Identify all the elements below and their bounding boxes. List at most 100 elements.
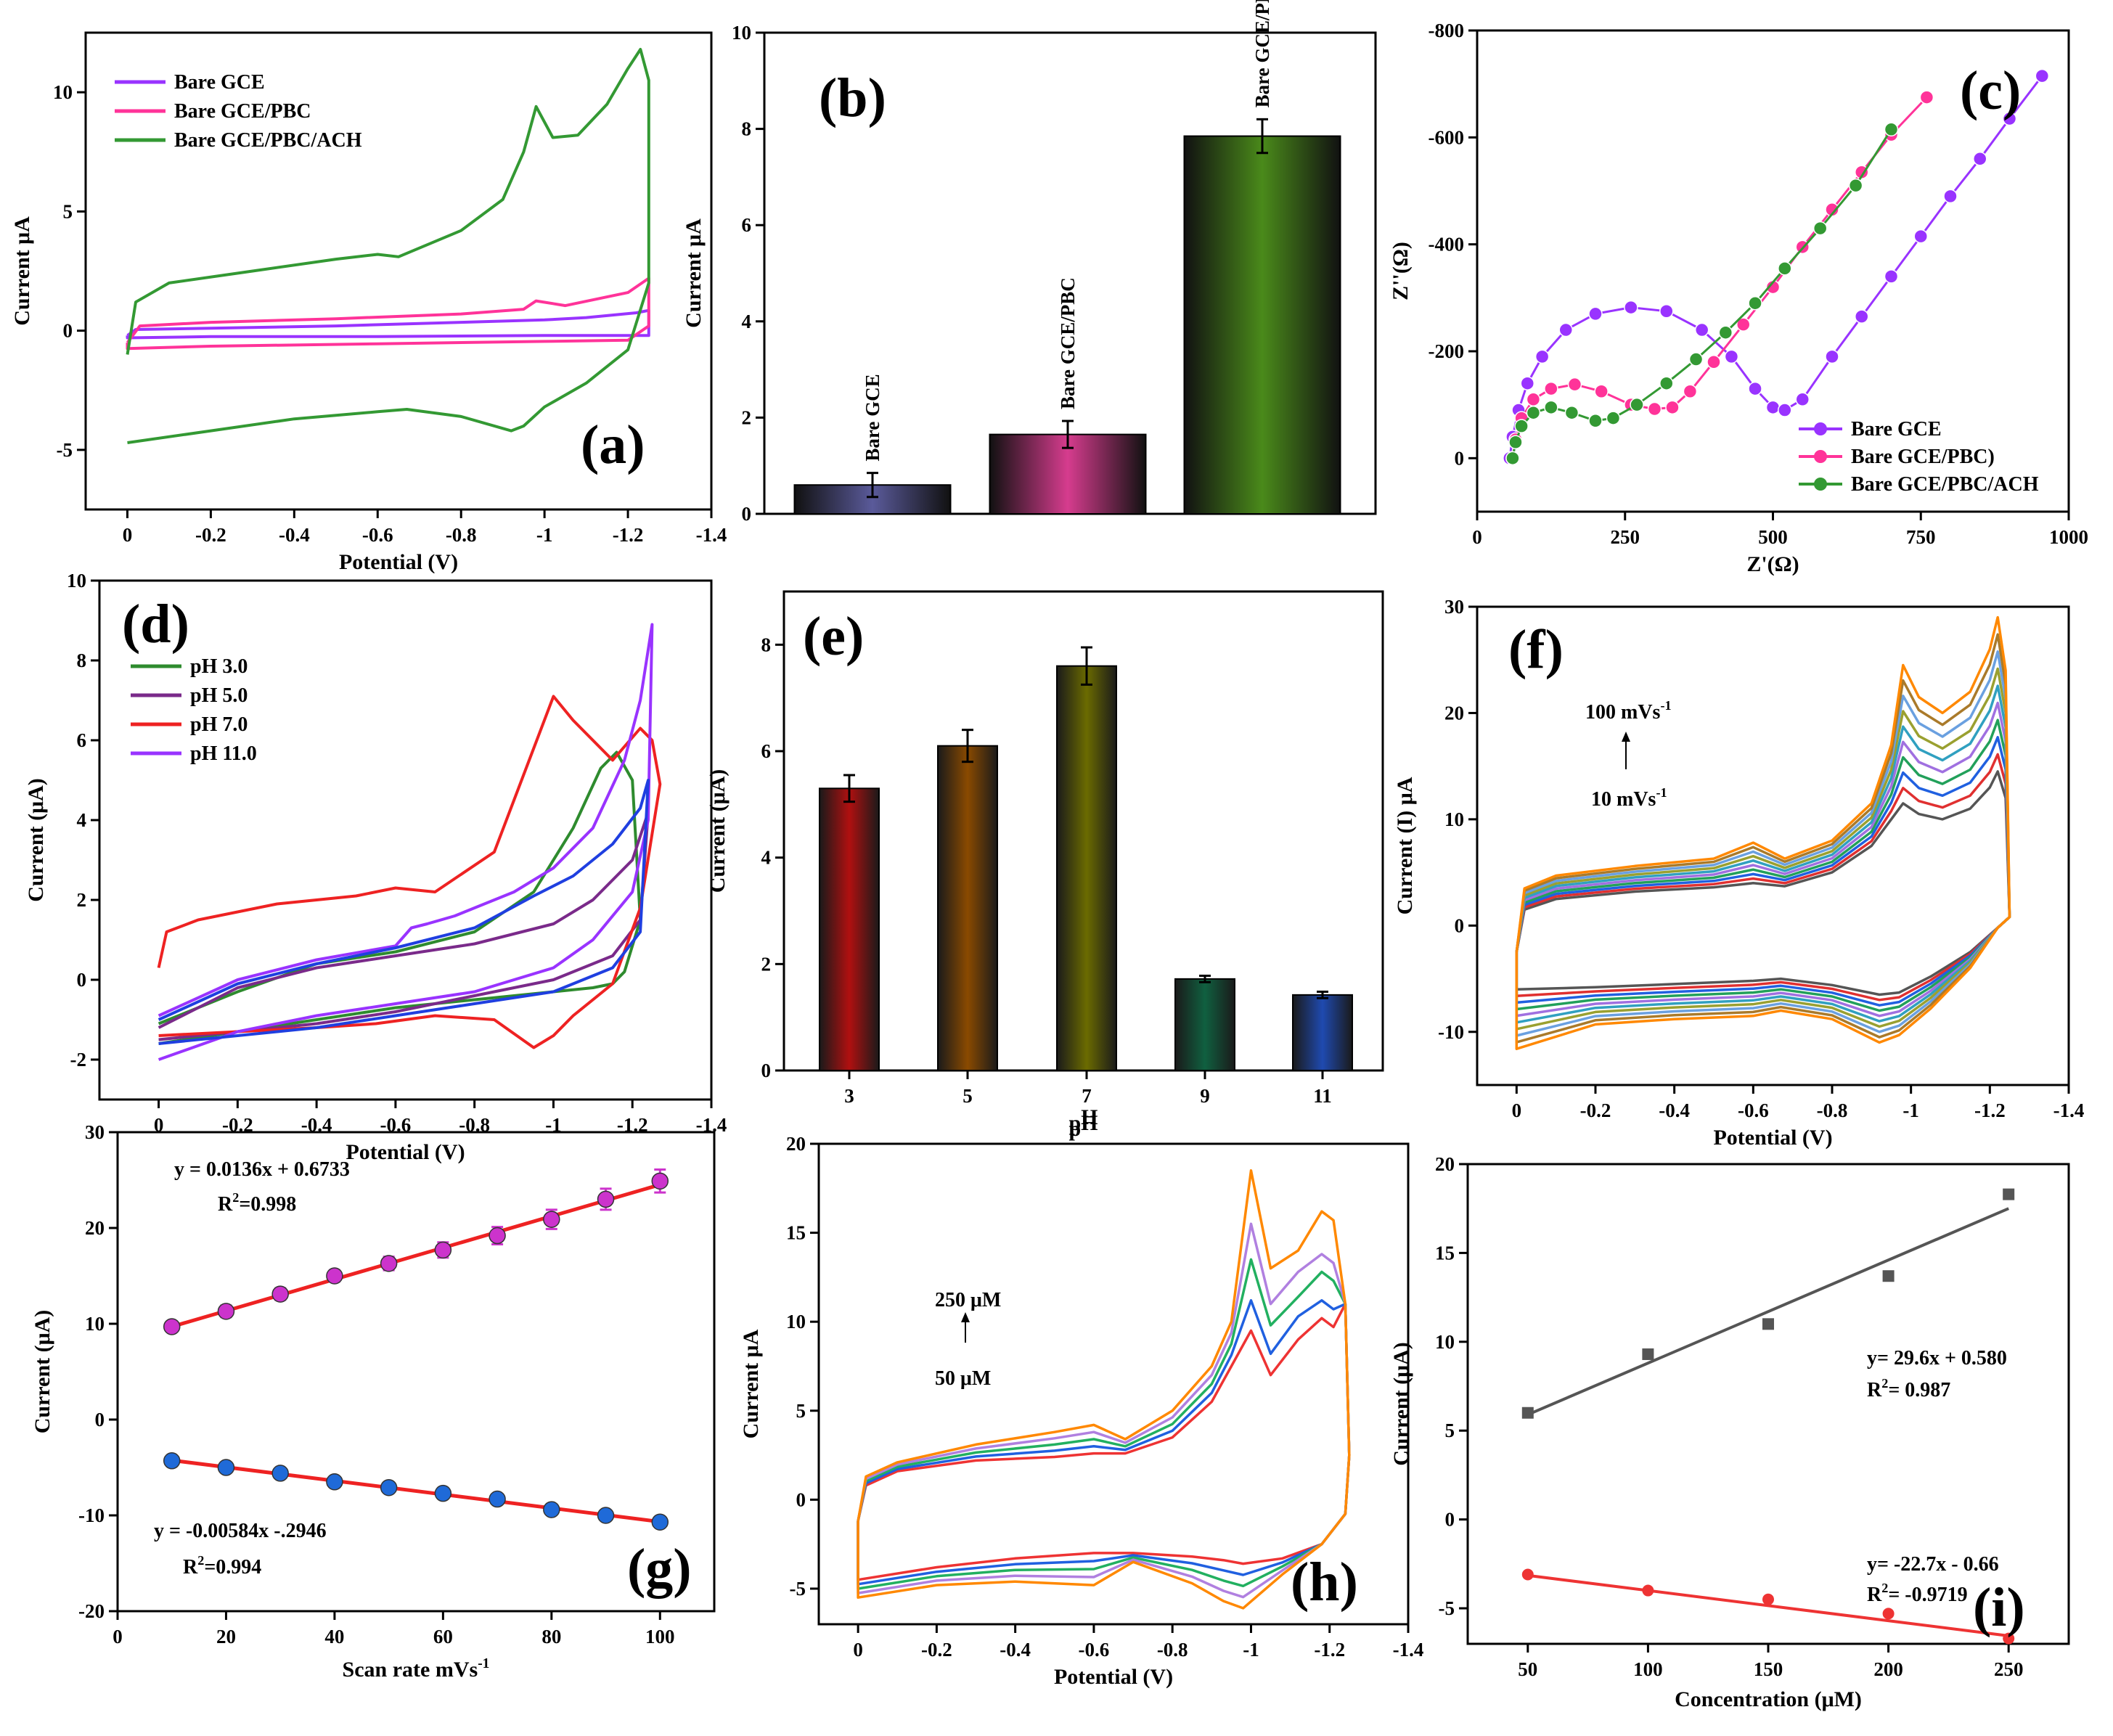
x-tick-label: -1.2 bbox=[1974, 1100, 2006, 1121]
cv-curve bbox=[857, 1299, 1351, 1586]
cv-curve bbox=[1515, 650, 2011, 1037]
cv-curve bbox=[1515, 736, 2011, 1007]
nyquist-point bbox=[1564, 405, 1579, 420]
data-point bbox=[1762, 1318, 1774, 1330]
data-point bbox=[543, 1501, 560, 1518]
panel-c: 0 250 500 750 1000 0 -200 -400 -600 -800 Z'(Ω) Z''(… bbox=[1389, 20, 2088, 576]
cv-curve bbox=[1515, 718, 2011, 1012]
x-tick-label: 11 bbox=[1313, 1085, 1332, 1107]
x-tick-label: -0.4 bbox=[1000, 1639, 1031, 1661]
x-axis-label: pH bbox=[1068, 1105, 1098, 1141]
y-tick-label: 4 bbox=[77, 809, 87, 831]
data-point bbox=[326, 1473, 343, 1491]
nyquist-point bbox=[1855, 165, 1869, 179]
nyquist-point bbox=[1526, 405, 1541, 420]
fit-equation: y = 0.0136x + 0.6733 bbox=[174, 1158, 350, 1181]
x-axis-label: Scan rate mVs-1 bbox=[343, 1656, 490, 1682]
y-tick-label: -400 bbox=[1429, 234, 1465, 255]
x-tick-label: -1.4 bbox=[1393, 1639, 1424, 1661]
annotation-arrowhead bbox=[961, 1312, 970, 1322]
y-tick-label: -10 bbox=[1438, 1021, 1464, 1043]
annotation-arrowhead bbox=[1622, 732, 1630, 742]
fit-line bbox=[165, 1182, 661, 1330]
fit-line bbox=[1527, 1207, 2009, 1417]
nyquist-point bbox=[1748, 295, 1762, 311]
y-tick-label: 10 bbox=[1435, 1331, 1455, 1353]
y-tick-label: 0 bbox=[1445, 1509, 1455, 1531]
y-tick-label: 20 bbox=[1444, 702, 1464, 724]
nyquist-point bbox=[1812, 221, 1828, 236]
x-tick-label: 0 bbox=[853, 1639, 863, 1661]
y-tick-label: 5 bbox=[1445, 1420, 1455, 1441]
cv-curve bbox=[857, 1222, 1351, 1599]
y-tick-label: 10 bbox=[732, 22, 751, 44]
nyquist-point bbox=[1624, 300, 1638, 315]
nyquist-point bbox=[1558, 322, 1573, 337]
nyquist-point bbox=[1884, 122, 1899, 137]
cv-curve bbox=[157, 695, 662, 1049]
panel-letter: (b) bbox=[819, 67, 886, 128]
data-point bbox=[543, 1211, 560, 1228]
y-tick-label: 0 bbox=[761, 1060, 772, 1081]
scan-rate-annotation: 100 mVs-1 bbox=[1585, 698, 1672, 724]
data-point bbox=[217, 1459, 235, 1476]
plot-frame bbox=[817, 1142, 1410, 1626]
legend-marker bbox=[1814, 422, 1827, 435]
plot-frame bbox=[84, 31, 713, 511]
y-tick-label: 4 bbox=[742, 311, 752, 332]
data-point bbox=[1762, 1593, 1774, 1605]
data-point bbox=[1642, 1584, 1654, 1597]
bar bbox=[937, 745, 998, 1071]
data-point bbox=[434, 1241, 452, 1259]
y-tick-label: 5 bbox=[796, 1400, 806, 1422]
panel-letter: (h) bbox=[1291, 1552, 1358, 1613]
nyquist-point bbox=[1630, 397, 1644, 412]
y-tick-label: 20 bbox=[786, 1133, 806, 1155]
nyquist-point bbox=[1795, 392, 1810, 407]
x-tick-label: 0 bbox=[1512, 1100, 1522, 1121]
y-tick-label: 8 bbox=[77, 650, 87, 671]
x-tick-label: -1 bbox=[1902, 1100, 1919, 1121]
x-axis-label: Potential (V) bbox=[339, 550, 458, 574]
panel-letter: (c) bbox=[1960, 60, 2021, 121]
y-tick-label: 10 bbox=[1444, 808, 1464, 830]
concentration-annotation: 250 μM bbox=[935, 1289, 1001, 1311]
data-point bbox=[651, 1513, 669, 1531]
panel-letter: (a) bbox=[581, 414, 645, 475]
x-axis-label: Concentration (μM) bbox=[1675, 1687, 1862, 1711]
data-point bbox=[380, 1478, 398, 1497]
x-tick-label: -1 bbox=[536, 524, 553, 546]
y-tick-label: -20 bbox=[78, 1600, 105, 1622]
x-tick-label: 0 bbox=[154, 1114, 164, 1136]
nyquist-point bbox=[1508, 435, 1523, 449]
y-tick-label: 0 bbox=[1455, 914, 1465, 936]
y-axis-label: Current μA bbox=[682, 218, 706, 328]
x-tick-label: 100 bbox=[1633, 1658, 1663, 1680]
cv-curve bbox=[1515, 770, 2011, 996]
nyquist-point bbox=[1520, 376, 1535, 390]
bar bbox=[1183, 135, 1341, 515]
legend-marker bbox=[1814, 450, 1827, 463]
concentration-annotation: 50 μM bbox=[935, 1367, 991, 1390]
x-tick-label: -0.8 bbox=[1817, 1100, 1848, 1121]
y-tick-label: -200 bbox=[1429, 340, 1465, 362]
nyquist-point bbox=[1526, 392, 1541, 407]
y-axis-label: Current (μA) bbox=[706, 769, 729, 893]
fit-line bbox=[165, 1457, 661, 1524]
fit-r2: R2= -0.9719 bbox=[1867, 1581, 1968, 1606]
legend-label: pH 3.0 bbox=[190, 655, 248, 678]
y-tick-label: 10 bbox=[53, 81, 73, 103]
data-point bbox=[489, 1490, 506, 1508]
cv-curve bbox=[857, 1258, 1351, 1590]
x-tick-label: -0.6 bbox=[1079, 1639, 1110, 1661]
legend-label: Bare GCE/PBC) bbox=[1851, 446, 1995, 468]
y-tick-label: 6 bbox=[742, 214, 752, 236]
panel-g: 0 20 40 60 80 100 -20 -10 0 10 20 30 Scan rate mVs-1… bbox=[30, 1121, 716, 1682]
x-tick-label: -1.4 bbox=[696, 524, 727, 546]
cv-curve bbox=[158, 750, 642, 1045]
nyquist-point bbox=[1765, 400, 1781, 415]
data-point bbox=[2003, 1632, 2015, 1645]
x-tick-label: 250 bbox=[1611, 526, 1640, 548]
y-tick-label: 20 bbox=[85, 1217, 105, 1239]
scan-rate-annotation: 10 mVs-1 bbox=[1591, 785, 1667, 811]
